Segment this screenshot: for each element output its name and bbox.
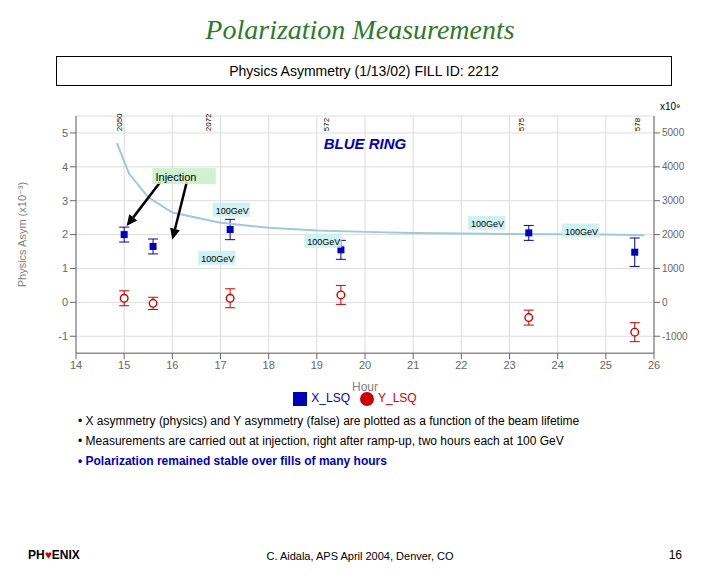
- svg-text:15: 15: [118, 359, 130, 371]
- svg-text:-1: -1: [58, 330, 68, 342]
- html-text:16: 16: [668, 548, 682, 562]
- svg-text:5000: 5000: [662, 127, 685, 138]
- svg-text:100GeV: 100GeV: [307, 237, 340, 247]
- svg-text:4000: 4000: [662, 161, 685, 172]
- html-text:X_LSQ: X_LSQ: [311, 391, 350, 406]
- svg-text:5: 5: [62, 127, 68, 139]
- svg-text:14: 14: [70, 359, 82, 371]
- html-text:• Measurements are carried out: • Measurements are carried out at inject…: [78, 434, 564, 448]
- svg-text:x10⁹: x10⁹: [660, 101, 680, 112]
- svg-text:17: 17: [214, 359, 226, 371]
- svg-text:575: 575: [517, 117, 526, 131]
- svg-text:4: 4: [62, 161, 68, 173]
- svg-text:1: 1: [62, 262, 68, 274]
- svg-text:3000: 3000: [662, 195, 685, 206]
- svg-text:100GeV: 100GeV: [565, 227, 598, 237]
- svg-text:0: 0: [662, 297, 668, 308]
- svg-text:2072: 2072: [204, 113, 213, 131]
- svg-text:572: 572: [322, 117, 331, 131]
- html-text:P H ♥ E N I X: P H ♥ E N I X: [28, 548, 80, 562]
- svg-text:22: 22: [455, 359, 467, 371]
- svg-text:2000: 2000: [662, 229, 685, 240]
- svg-text:0: 0: [62, 296, 68, 308]
- svg-text:578: 578: [633, 117, 642, 131]
- svg-text:2050: 2050: [115, 113, 124, 131]
- svg-text:Physics Asym (x10⁻³): Physics Asym (x10⁻³): [16, 182, 28, 287]
- svg-text:16: 16: [166, 359, 178, 371]
- svg-text:-1000: -1000: [662, 331, 688, 342]
- svg-text:21: 21: [407, 359, 419, 371]
- svg-text:25: 25: [600, 359, 612, 371]
- svg-text:100GeV: 100GeV: [216, 206, 249, 216]
- html-text:• X asymmetry (physics) and Y: • X asymmetry (physics) and Y asymmetry …: [78, 414, 580, 428]
- html-text:C. Aidala, APS April 2004, Den: C. Aidala, APS April 2004, Denver, CO: [266, 550, 454, 562]
- svg-text:Hour: Hour: [352, 380, 378, 394]
- html-text:Polarization Measurements: Polarization Measurements: [205, 14, 515, 45]
- svg-text:1000: 1000: [662, 263, 685, 274]
- svg-text:19: 19: [311, 359, 323, 371]
- svg-text:2: 2: [62, 228, 68, 240]
- html-text:• Polarization remained stable: • Polarization remained stable over fill…: [78, 454, 387, 468]
- svg-text:24: 24: [552, 359, 564, 371]
- svg-text:100GeV: 100GeV: [471, 219, 504, 229]
- svg-text:18: 18: [263, 359, 275, 371]
- svg-text:Injection: Injection: [155, 171, 196, 183]
- svg-text:23: 23: [503, 359, 515, 371]
- svg-text:20: 20: [359, 359, 371, 371]
- svg-text:26: 26: [648, 359, 660, 371]
- svg-text:100GeV: 100GeV: [201, 254, 234, 264]
- html-text:Y_LSQ: Y_LSQ: [378, 391, 417, 406]
- svg-text:3: 3: [62, 195, 68, 207]
- html-text:Physics Asymmetry (1/13/02) FI: Physics Asymmetry (1/13/02) FILL ID: 221…: [229, 63, 499, 79]
- svg-text:BLUE RING: BLUE RING: [324, 135, 407, 152]
